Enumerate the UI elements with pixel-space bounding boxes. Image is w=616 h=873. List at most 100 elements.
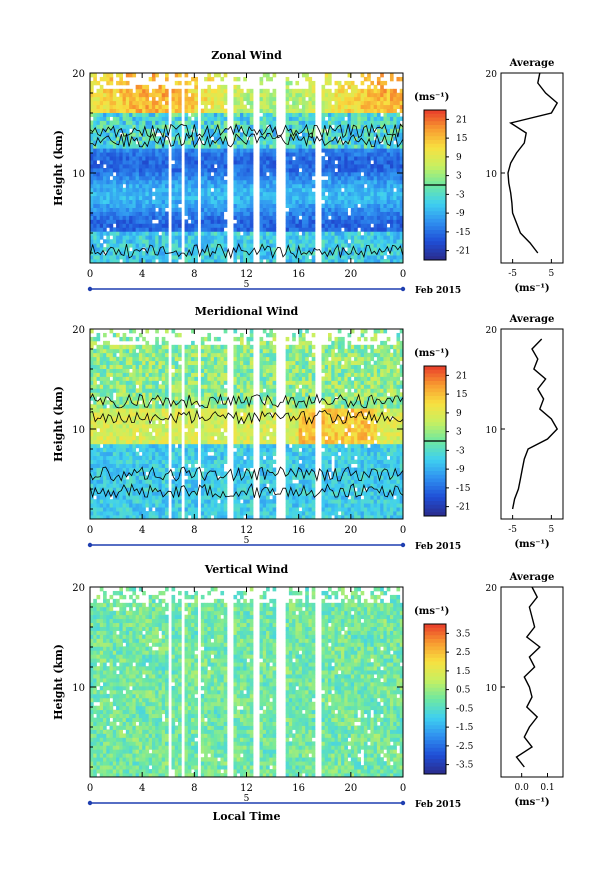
heatmap-cell xyxy=(266,243,270,248)
heatmap-cell xyxy=(174,247,179,252)
heatmap-cell xyxy=(129,455,133,461)
heatmap-cell xyxy=(116,348,120,354)
heatmap-cell xyxy=(129,211,133,216)
heatmap-cell xyxy=(184,247,189,252)
heatmap-cell xyxy=(148,348,153,354)
heatmap-cell xyxy=(321,171,326,177)
heatmap-cell xyxy=(249,239,254,244)
heatmap-cell xyxy=(93,447,97,453)
heatmap-cell xyxy=(249,183,254,189)
heatmap-cell xyxy=(184,183,189,189)
heatmap-cell xyxy=(295,96,300,102)
heatmap-cell xyxy=(151,235,156,240)
heatmap-cell xyxy=(145,195,150,201)
heatmap-cell xyxy=(171,431,176,437)
heatmap-cell xyxy=(328,73,332,78)
heatmap-cell xyxy=(125,96,130,102)
heatmap-cell xyxy=(324,215,329,220)
heatmap-cell xyxy=(220,156,225,161)
heatmap-cell xyxy=(164,255,169,260)
heatmap-cell xyxy=(308,152,313,157)
heatmap-cell xyxy=(262,215,267,220)
heatmap-cell xyxy=(129,132,133,137)
heatmap-cell xyxy=(142,348,146,354)
heatmap-cell xyxy=(99,168,104,173)
heatmap-cell xyxy=(148,156,153,161)
heatmap-cell xyxy=(178,439,182,445)
heatmap-cell xyxy=(161,439,166,445)
heatmap-cell xyxy=(148,239,153,244)
heatmap-cell xyxy=(367,128,371,133)
heatmap-cell xyxy=(204,132,208,137)
heatmap-cell xyxy=(109,451,114,457)
heatmap-cell xyxy=(262,160,267,165)
heatmap-cell xyxy=(246,171,251,177)
profile-y-tick-label: 20 xyxy=(486,70,498,80)
heatmap-cell xyxy=(376,104,381,110)
heatmap-cell xyxy=(383,128,388,133)
heatmap-cell xyxy=(347,227,352,232)
heatmap-cell xyxy=(116,372,120,377)
heatmap-cell xyxy=(125,435,130,441)
heatmap-cell xyxy=(210,227,215,232)
heatmap-cell xyxy=(236,148,241,153)
heatmap-cell xyxy=(99,203,104,208)
heatmap-cell xyxy=(337,259,342,264)
heatmap-cell xyxy=(103,360,107,366)
heatmap-cell xyxy=(96,108,101,113)
heatmap-cell xyxy=(344,195,348,201)
heatmap-cell xyxy=(354,148,358,153)
heatmap-cell xyxy=(158,431,163,437)
heatmap-cell xyxy=(239,96,244,102)
heatmap-cell xyxy=(151,76,156,82)
heatmap-cell xyxy=(321,116,326,121)
heatmap-cell xyxy=(213,168,218,173)
heatmap-cell xyxy=(132,384,137,389)
heatmap-cell xyxy=(129,100,133,106)
heatmap-cell xyxy=(145,400,150,405)
heatmap-cell xyxy=(116,132,120,137)
heatmap-cell xyxy=(109,352,114,358)
heatmap-cell xyxy=(354,144,358,149)
heatmap-cell xyxy=(184,239,189,244)
heatmap-cell xyxy=(396,211,401,216)
heatmap-cell xyxy=(171,171,176,177)
heatmap-cell xyxy=(399,187,404,193)
heatmap-cell xyxy=(217,104,221,110)
heatmap-cell xyxy=(151,352,156,358)
heatmap-cell xyxy=(360,203,365,208)
heatmap-cell xyxy=(125,368,130,373)
heatmap-cell xyxy=(109,412,114,417)
heatmap-cell xyxy=(269,108,273,113)
heatmap-cell xyxy=(269,199,273,205)
heatmap-cell xyxy=(363,152,368,157)
heatmap-cell xyxy=(337,84,342,90)
heatmap-cell xyxy=(357,195,362,201)
heatmap-cell xyxy=(116,183,120,189)
heatmap-cell xyxy=(305,191,309,197)
heatmap-cell xyxy=(171,179,176,185)
heatmap-cell xyxy=(135,380,140,385)
heatmap-cell xyxy=(164,104,169,110)
heatmap-cell xyxy=(328,96,332,102)
heatmap-cell xyxy=(269,160,273,165)
heatmap-cell xyxy=(158,100,163,106)
heatmap-cell xyxy=(399,251,404,256)
heatmap-cell xyxy=(370,108,375,113)
heatmap-cell xyxy=(99,408,104,413)
heatmap-cell xyxy=(357,211,362,216)
heatmap-cell xyxy=(354,235,358,240)
heatmap-cell xyxy=(217,227,221,232)
heatmap-cell xyxy=(103,479,107,484)
heatmap-cell xyxy=(109,515,114,520)
heatmap-cell xyxy=(93,435,97,441)
heatmap-cell xyxy=(305,156,309,161)
heatmap-cell xyxy=(246,183,251,189)
heatmap-cell xyxy=(249,104,254,110)
heatmap-cell xyxy=(155,227,159,232)
heatmap-cell xyxy=(129,88,133,94)
heatmap-cell xyxy=(174,467,179,472)
heatmap-cell xyxy=(367,152,371,157)
heatmap-cell xyxy=(171,471,176,476)
heatmap-cell xyxy=(360,104,365,110)
